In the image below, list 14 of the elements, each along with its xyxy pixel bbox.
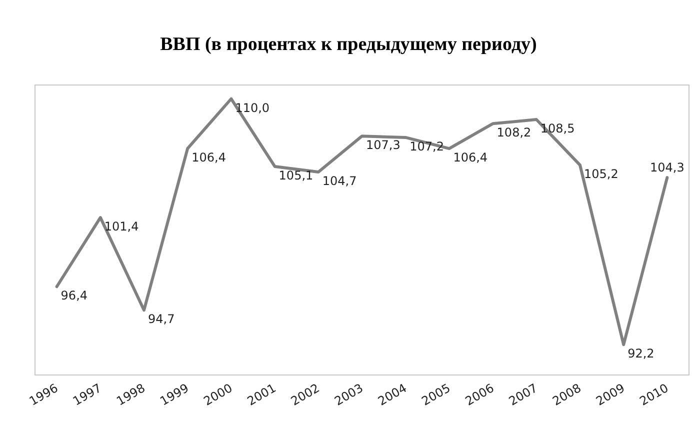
- data-label: 94,7: [148, 312, 175, 326]
- data-label: 105,1: [278, 168, 314, 182]
- data-label: 106,4: [192, 150, 226, 165]
- data-label: 108,2: [496, 126, 532, 140]
- data-label: 107,2: [410, 139, 444, 154]
- data-label: 104,3: [650, 160, 684, 175]
- data-label: 107,3: [366, 138, 400, 152]
- data-label: 96,4: [60, 288, 88, 303]
- data-label: 104,7: [322, 174, 357, 188]
- data-label: 92,2: [628, 346, 654, 361]
- data-label: 101,4: [104, 220, 139, 234]
- chart-title: ВВП (в процентах к предыдущему периоду): [160, 34, 537, 55]
- data-label: 106,4: [453, 150, 488, 165]
- data-label: 105,2: [584, 167, 618, 182]
